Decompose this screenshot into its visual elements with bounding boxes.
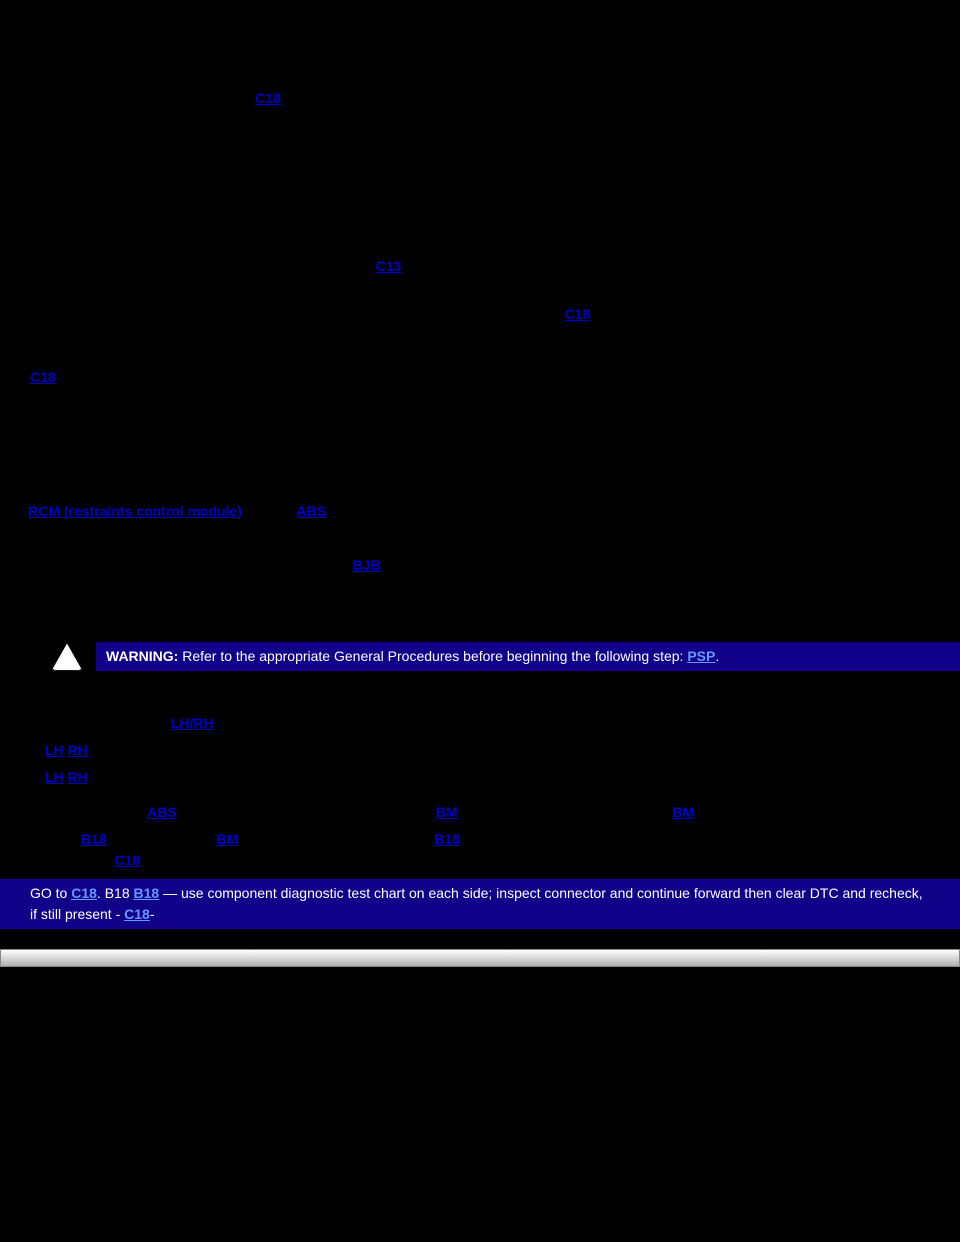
link-bjb[interactable]: BJB: [353, 557, 381, 573]
normal-op-p1: The RCM (restraints control module) and …: [0, 501, 930, 522]
link-c18-5[interactable]: C18: [124, 906, 150, 922]
warning-label: WARNING:: [106, 648, 178, 664]
link-c18-2b[interactable]: C18: [30, 369, 56, 385]
link-abs[interactable]: ABS: [296, 503, 326, 519]
parens-text: (while the warning chime is ON, turning …: [30, 57, 930, 78]
note-block: NOTE: The vehicle is equipped with load-…: [0, 590, 930, 632]
b14-title: B14 INSPECT THE FRONT OUTBOARD SEAT BELT…: [30, 131, 930, 152]
link-c18-3[interactable]: C18: [114, 852, 140, 868]
link-b18-1[interactable]: B18: [81, 831, 107, 847]
bottom-strip: GO to C18. B18 B18 — use component diagn…: [0, 879, 960, 929]
top-condition-list: the driver or front passenger seat belt …: [0, 30, 930, 51]
warning-text-post: .: [715, 648, 719, 664]
link-bm-3[interactable]: BM: [216, 831, 238, 847]
link-c18-1[interactable]: C18: [255, 90, 281, 106]
b14-bullet-1: Inspect the front outboard seat belt buc…: [0, 158, 930, 200]
possible-item-1: LH/RH buckle pretensioner: [0, 740, 930, 761]
warning-box: WARNING: Refer to the appropriate Genera…: [0, 642, 960, 672]
b13-action: If the condition is corrected, go to C18…: [30, 88, 930, 109]
b14-bullets: Inspect the front outboard seat belt buc…: [0, 158, 930, 200]
possible-causes-title: Possible Causes: [0, 686, 930, 707]
pinpoint-c-heading: PINPOINT TEST C : THE AIR BAG WARNING IN…: [0, 406, 930, 466]
link-c18-2[interactable]: C18: [565, 306, 591, 322]
link-lhrh[interactable]: LH/RH: [171, 715, 214, 731]
possible-intro: Front passenger seat (LH/RH) side air ba…: [30, 713, 930, 734]
link-b18-3[interactable]: B18: [134, 885, 160, 901]
normal-op-p3: Both modules source voltage and ground f…: [0, 555, 930, 576]
link-lh-1[interactable]: LH: [45, 742, 64, 758]
normal-op-p2: The communication wires must be connecte…: [0, 528, 930, 549]
possible-list: LH/RH buckle pretensioner LH/RH seat bel…: [0, 740, 930, 788]
link-rh-2[interactable]: RH: [68, 769, 88, 785]
link-rcm[interactable]: RCM (restraints control module): [28, 503, 242, 519]
link-abs-2[interactable]: ABS: [147, 804, 177, 820]
link-psp[interactable]: PSP: [687, 648, 715, 664]
link-c18-4[interactable]: C18: [71, 885, 97, 901]
link-b18-2[interactable]: B18: [434, 831, 460, 847]
link-lh-2[interactable]: LH: [45, 769, 64, 785]
warning-text-pre: Refer to the appropriate General Procedu…: [178, 648, 687, 664]
b14-question: Is the front outboard seat belt buckle a…: [30, 208, 930, 229]
b14-no: No INSTALL a new front outboard seat bel…: [30, 283, 930, 388]
link-rh-1[interactable]: RH: [68, 742, 88, 758]
c13-line: If the fault is found with ABS common ci…: [0, 802, 930, 823]
warning-icon: [50, 642, 84, 672]
possible-item-2: LH/RH seat belt retractor pretensioner: [0, 767, 930, 788]
link-bm-1[interactable]: BM: [436, 804, 458, 820]
b18-line: Pinpoint test B18 as path to view - BM- …: [0, 829, 930, 871]
condition-text: the driver or front passenger seat belt …: [65, 32, 463, 48]
b14-yes: Yes CARRY OUT Belt buckle switch compone…: [30, 235, 930, 277]
horizontal-scrollbar[interactable]: [0, 949, 960, 967]
normal-op-title: Normal Operation: [0, 474, 930, 495]
link-bm-2[interactable]: BM: [672, 804, 694, 820]
link-c13[interactable]: C13: [375, 258, 401, 274]
